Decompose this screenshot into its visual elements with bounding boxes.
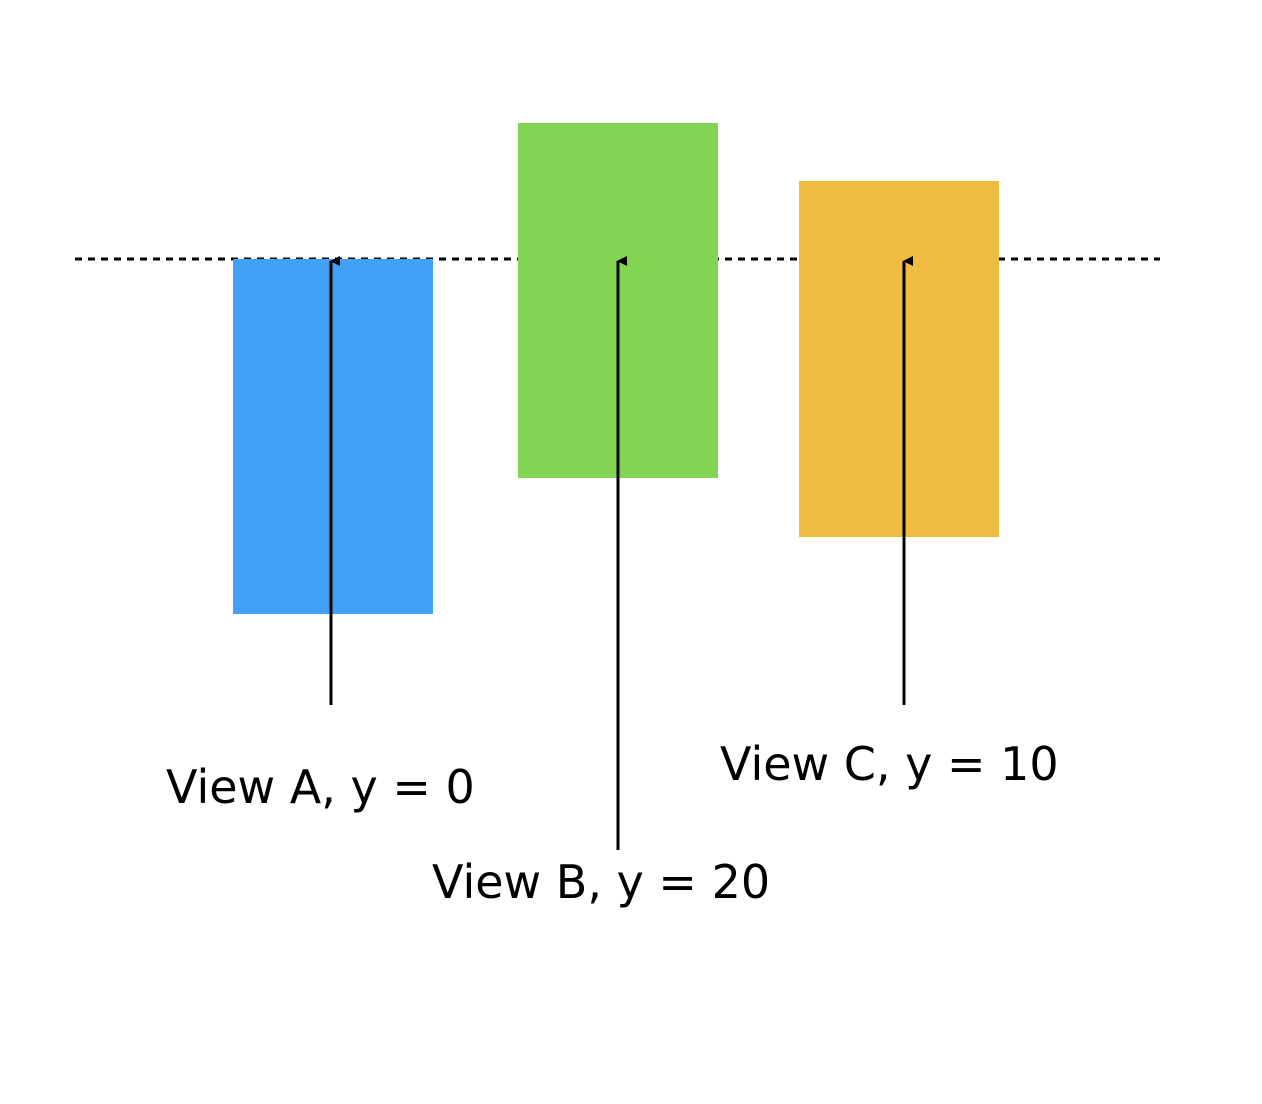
- view-a-label: View A, y = 0: [166, 760, 475, 814]
- view-b-label: View B, y = 20: [432, 855, 770, 909]
- view-c-rect: [799, 181, 999, 537]
- view-c-label: View C, y = 10: [720, 737, 1059, 791]
- view-a-rect: [233, 259, 433, 614]
